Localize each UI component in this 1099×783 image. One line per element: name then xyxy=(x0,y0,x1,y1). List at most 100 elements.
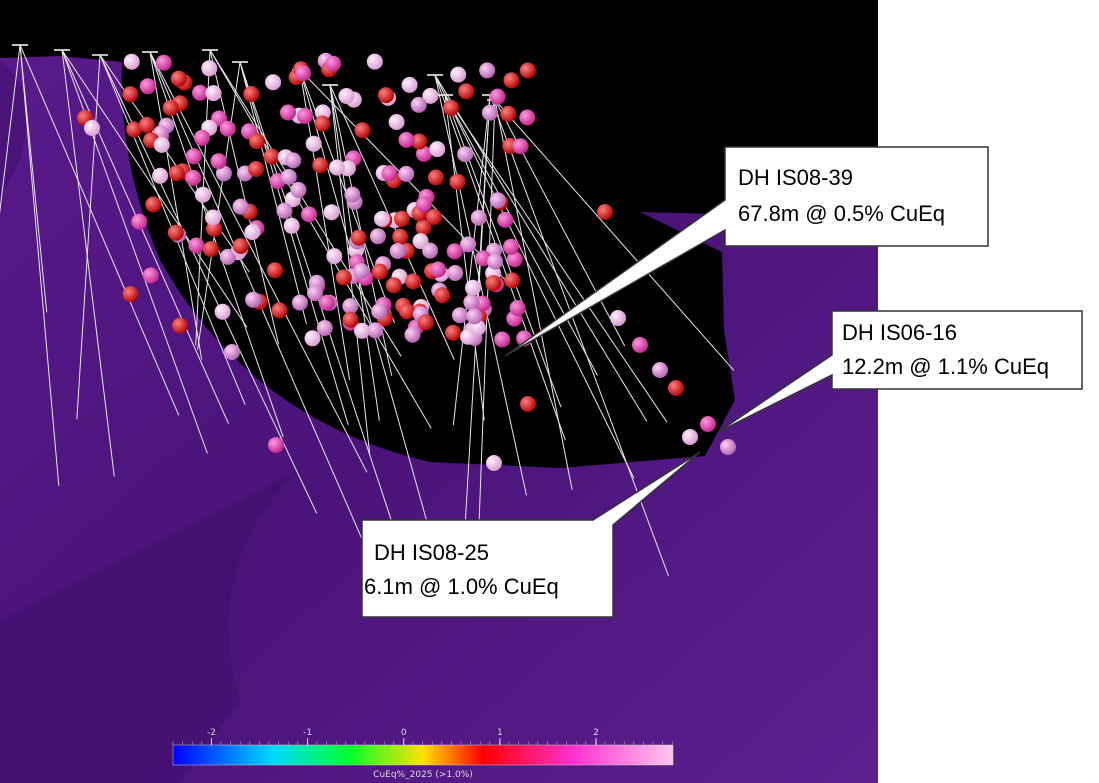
sample xyxy=(485,275,502,292)
drill-trace xyxy=(209,49,432,429)
sample xyxy=(519,62,536,79)
sample xyxy=(443,99,460,116)
sample xyxy=(84,120,100,136)
sample xyxy=(194,186,211,203)
sample xyxy=(388,114,405,130)
sample xyxy=(519,109,536,126)
sample xyxy=(301,206,318,223)
drill-trace xyxy=(0,44,21,215)
sample xyxy=(463,294,480,311)
sample xyxy=(295,65,311,82)
sample xyxy=(316,320,333,336)
sample xyxy=(338,88,355,104)
sample xyxy=(201,60,218,77)
colorbar-ramp xyxy=(172,744,674,766)
colorbar-title: CuEq%_2025 (>1.0%) xyxy=(373,770,473,780)
drill-trace xyxy=(239,61,307,324)
sample xyxy=(371,303,388,320)
sample xyxy=(248,161,265,177)
sample xyxy=(249,133,265,150)
sample xyxy=(378,87,394,104)
sample xyxy=(460,236,477,253)
tick-label: -1 xyxy=(303,728,312,738)
drill-trace xyxy=(149,51,203,360)
sample xyxy=(312,157,329,174)
drill-trace xyxy=(444,94,598,376)
sample xyxy=(385,277,402,294)
callout: DH IS06-16 12.2m @ 1.1% CuEq xyxy=(717,310,1083,433)
sample xyxy=(268,437,284,453)
sample xyxy=(489,88,506,105)
sample xyxy=(367,322,384,339)
sample xyxy=(329,159,345,176)
sample xyxy=(512,138,529,155)
drill-trace xyxy=(19,44,60,486)
sample xyxy=(449,173,466,190)
sample xyxy=(393,210,410,227)
sample xyxy=(350,229,367,246)
sample xyxy=(504,272,521,289)
sample xyxy=(323,204,340,221)
samples xyxy=(77,52,736,471)
sample xyxy=(371,263,388,280)
sample xyxy=(215,165,232,182)
sample xyxy=(185,169,202,186)
sample xyxy=(398,165,415,182)
sample xyxy=(271,302,288,319)
sample xyxy=(325,55,342,72)
sample xyxy=(263,148,280,165)
sample xyxy=(194,129,211,146)
sample xyxy=(292,294,308,311)
sample xyxy=(170,70,187,87)
drill-trace xyxy=(444,94,485,421)
sample xyxy=(297,107,313,124)
sample xyxy=(214,303,231,320)
sample xyxy=(429,141,446,158)
sample xyxy=(450,66,467,83)
sample xyxy=(503,72,520,89)
sample xyxy=(447,265,464,281)
drill-trace xyxy=(61,49,248,328)
callout: DH IS08-39 67.8m @ 0.5% CuEq xyxy=(504,146,989,357)
sample xyxy=(415,219,432,236)
drill-trace xyxy=(76,54,101,420)
sample xyxy=(192,84,209,101)
sample xyxy=(470,209,487,226)
sample xyxy=(497,211,514,228)
sample xyxy=(434,287,451,304)
callout-detail: 67.8m @ 0.5% CuEq xyxy=(738,201,945,226)
sample xyxy=(452,307,468,324)
sample xyxy=(232,198,249,215)
tick-label: 1 xyxy=(497,728,503,738)
sample xyxy=(487,253,504,270)
sample xyxy=(314,115,331,132)
sample xyxy=(219,248,236,265)
sample xyxy=(482,104,498,121)
sample xyxy=(342,298,359,315)
sample xyxy=(426,209,442,225)
sample xyxy=(285,152,302,169)
sample xyxy=(422,87,439,104)
sample xyxy=(280,168,297,185)
sample xyxy=(489,192,506,209)
drill-trace xyxy=(444,94,668,423)
drill-trace xyxy=(494,99,735,371)
sample xyxy=(392,228,409,245)
sample xyxy=(428,169,444,186)
callout-box xyxy=(504,146,989,357)
sample xyxy=(152,167,169,184)
sample xyxy=(457,146,474,163)
tick-label: -2 xyxy=(207,728,216,738)
sample xyxy=(122,286,139,302)
sample xyxy=(265,74,282,91)
drill-trace xyxy=(494,99,573,490)
callout-box xyxy=(361,451,701,618)
callout-detail: 6.1m @ 1.0% CuEq xyxy=(364,574,559,599)
callout-title: DH IS08-39 xyxy=(738,165,853,190)
sample xyxy=(430,261,447,278)
sample xyxy=(416,145,432,162)
sample xyxy=(465,279,481,296)
sample xyxy=(668,380,684,396)
drill-trace xyxy=(239,61,349,425)
